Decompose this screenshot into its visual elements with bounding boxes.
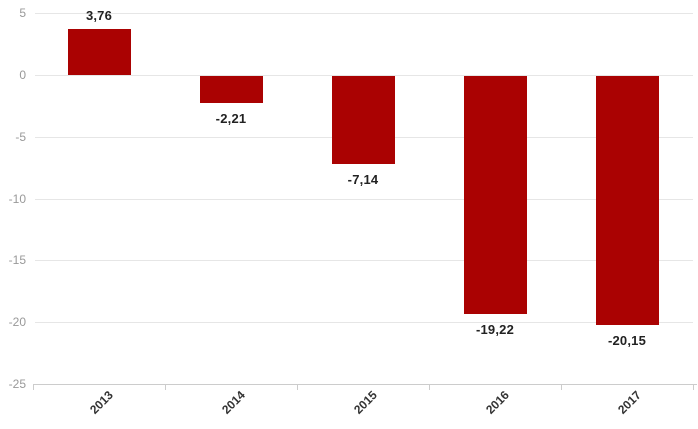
bar-2016[interactable]: [464, 76, 527, 314]
x-axis-tick: [165, 384, 166, 390]
data-label: 3,76: [85, 8, 113, 23]
x-axis-tick: [297, 384, 298, 390]
data-label: -20,15: [607, 333, 647, 348]
y-gridline: [35, 322, 693, 323]
x-axis-tick: [33, 384, 34, 390]
y-axis-tick-label: -10: [8, 192, 26, 206]
y-axis-tick-label: -5: [15, 130, 26, 144]
y-axis-tick-label: 0: [19, 68, 26, 82]
bar-2014[interactable]: [200, 76, 263, 103]
x-axis-category-label: 2016: [483, 388, 512, 417]
y-axis-tick-label: -15: [8, 253, 26, 267]
bar-2015[interactable]: [332, 76, 395, 164]
data-label: -7,14: [347, 172, 379, 187]
y-gridline: [35, 199, 693, 200]
x-axis-tick: [693, 384, 694, 390]
y-axis-tick-label: -20: [8, 315, 26, 329]
bar-2017[interactable]: [596, 76, 659, 325]
data-label: -19,22: [475, 322, 515, 337]
x-axis-line: [33, 384, 697, 385]
x-axis-category-label: 2017: [615, 388, 644, 417]
x-axis-category-label: 2015: [351, 388, 380, 417]
x-axis-category-label: 2014: [219, 388, 248, 417]
y-gridline: [35, 13, 693, 14]
x-axis-tick: [429, 384, 430, 390]
x-axis-category-label: 2013: [87, 388, 116, 417]
x-axis-tick: [561, 384, 562, 390]
y-axis-tick-label: 5: [19, 6, 26, 20]
y-gridline: [35, 260, 693, 261]
y-gridline: [35, 75, 693, 76]
y-axis-tick-label: -25: [8, 377, 26, 391]
data-label: -2,21: [215, 111, 247, 126]
bar-2013[interactable]: [68, 29, 131, 75]
